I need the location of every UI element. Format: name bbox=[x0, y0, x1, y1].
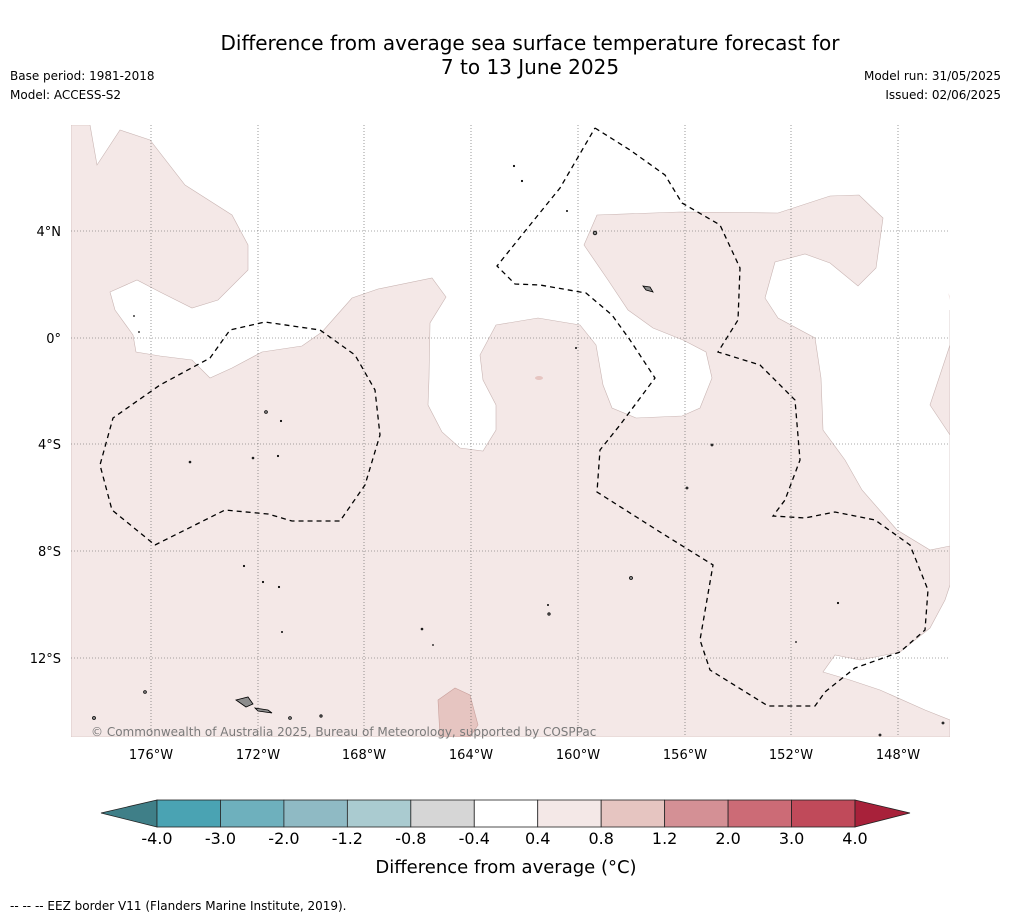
lon-label-176w: 176°W bbox=[129, 748, 173, 763]
meta-right: Model run: 31/05/2025 Issued: 02/06/2025 bbox=[864, 67, 1001, 105]
island-samoa-east bbox=[253, 707, 273, 714]
colorbar-tick-label: 0.8 bbox=[588, 829, 613, 848]
islands bbox=[92, 164, 945, 737]
title-line-2: 7 to 13 June 2025 bbox=[440, 55, 620, 79]
eez-legend-note: -- -- -- EEZ border V11 (Flanders Marine… bbox=[10, 899, 347, 913]
anomaly-region-0.8-1.2 bbox=[437, 687, 479, 737]
colorbar-cell bbox=[473, 799, 539, 828]
chart-title: Difference from average sea surface temp… bbox=[160, 31, 900, 79]
colorbar-tick-labels: -4.0 -3.0 -2.0 -1.2 -0.8 -0.4 0.4 0.8 1.2 2.0 3.0 4… bbox=[141, 829, 867, 848]
colorbar-tick-label: -1.2 bbox=[332, 829, 363, 848]
colorbar-extend-high bbox=[854, 799, 911, 828]
lon-labels: 176°W 172°W 168°W 164°W 160°W 156°W 152°… bbox=[129, 748, 920, 763]
lon-label-156w: 156°W bbox=[663, 748, 707, 763]
colorbar-tick-label: -2.0 bbox=[268, 829, 299, 848]
lat-labels: 4°N 0° 4°S 8°S 12°S bbox=[30, 225, 61, 667]
island-samoa bbox=[235, 696, 254, 708]
lat-label-0: 0° bbox=[46, 332, 61, 347]
lon-label-172w: 172°W bbox=[236, 748, 280, 763]
copyright-text: © Commonwealth of Australia 2025, Bureau… bbox=[91, 725, 596, 739]
anomaly-region-0.4-0.8 bbox=[71, 125, 950, 737]
colorbar-tick-label: -3.0 bbox=[205, 829, 236, 848]
colorbar-cells bbox=[156, 799, 856, 828]
colorbar-cell bbox=[220, 799, 285, 828]
lat-label-4n: 4°N bbox=[37, 225, 62, 240]
eez-border-tokelau bbox=[99, 321, 381, 546]
lat-label-8s: 8°S bbox=[38, 545, 61, 560]
meta-left: Base period: 1981-2018 Model: ACCESS-S2 bbox=[10, 67, 155, 105]
lat-label-12s: 12°S bbox=[30, 652, 61, 667]
colorbar-cell bbox=[791, 799, 856, 828]
colorbar-tick-label: -4.0 bbox=[141, 829, 172, 848]
island-flint bbox=[642, 285, 654, 293]
colorbar-tick-label: 4.0 bbox=[842, 829, 867, 848]
eez-border-kiribati-line bbox=[496, 127, 929, 707]
model-name: Model: ACCESS-S2 bbox=[10, 88, 122, 102]
colorbar-cell bbox=[600, 799, 666, 828]
colorbar-tick-label: 2.0 bbox=[715, 829, 740, 848]
colorbar: -4.0 -3.0 -2.0 -1.2 -0.8 -0.4 0.4 0.8 1.2 2.0 3.0 4… bbox=[100, 799, 911, 878]
lon-label-152w: 152°W bbox=[769, 748, 813, 763]
colorbar-tick-label: -0.4 bbox=[459, 829, 490, 848]
lon-label-160w: 160°W bbox=[556, 748, 600, 763]
colorbar-cell bbox=[664, 799, 729, 828]
colorbar-tick-label: 1.2 bbox=[652, 829, 677, 848]
base-period: Base period: 1981-2018 bbox=[10, 69, 155, 83]
anomaly-spot bbox=[535, 376, 543, 380]
colorbar-extend-low bbox=[100, 799, 158, 828]
issued-date: Issued: 02/06/2025 bbox=[885, 88, 1001, 102]
lon-label-148w: 148°W bbox=[876, 748, 920, 763]
colorbar-cell bbox=[283, 799, 348, 828]
anomaly-region-edge bbox=[948, 293, 950, 300]
colorbar-cell bbox=[537, 799, 602, 828]
colorbar-cell bbox=[156, 799, 221, 828]
lon-label-168w: 168°W bbox=[342, 748, 386, 763]
model-run: Model run: 31/05/2025 bbox=[863, 69, 1001, 83]
colorbar-cell bbox=[727, 799, 792, 828]
eez-borders bbox=[99, 127, 929, 707]
gridlines bbox=[71, 125, 950, 737]
title-line-1: Difference from average sea surface temp… bbox=[220, 31, 840, 55]
lon-label-164w: 164°W bbox=[449, 748, 493, 763]
colorbar-cell bbox=[410, 799, 475, 828]
lat-label-4s: 4°S bbox=[38, 438, 61, 453]
colorbar-tick-label: 0.4 bbox=[525, 829, 550, 848]
colorbar-cell bbox=[346, 799, 412, 828]
anomaly-contours bbox=[71, 125, 950, 737]
colorbar-label: Difference from average (°C) bbox=[375, 857, 636, 878]
colorbar-tick-label: -0.8 bbox=[395, 829, 426, 848]
colorbar-tick-label: 3.0 bbox=[779, 829, 804, 848]
